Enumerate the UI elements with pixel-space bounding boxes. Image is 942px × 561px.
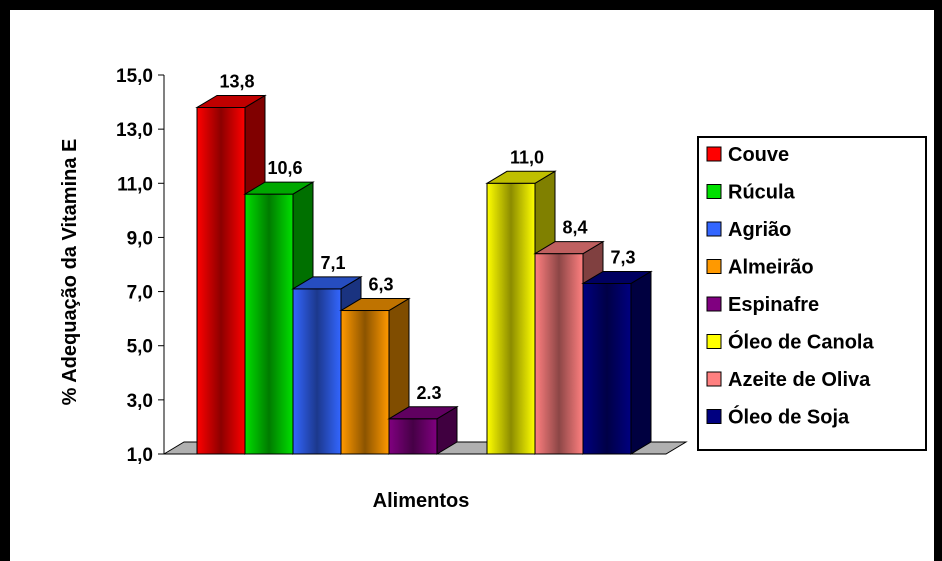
bar-top xyxy=(533,241,605,255)
bar-top xyxy=(291,276,363,290)
bar-top xyxy=(581,270,653,284)
y-tick-label: 3,0 xyxy=(127,391,153,412)
legend: Couve Rúcula Agrião Almeirão Espinafre Óleo d… xyxy=(697,136,927,451)
data-label: 10,6 xyxy=(267,158,302,178)
x-axis-label: Alimentos xyxy=(373,490,470,512)
legend-swatch xyxy=(706,259,722,274)
legend-swatch xyxy=(706,409,722,424)
bar-front xyxy=(486,182,536,455)
bar-top xyxy=(195,94,267,108)
y-tick-label: 11,0 xyxy=(117,174,153,195)
y-tick-label: 13,0 xyxy=(116,120,153,141)
bar-top xyxy=(387,406,459,420)
legend-swatch xyxy=(706,184,722,199)
legend-label: Rúcula xyxy=(728,182,796,204)
legend-item: Almeirão xyxy=(706,257,814,279)
y-tick-label: 5,0 xyxy=(127,337,153,358)
data-label: 7,1 xyxy=(320,253,345,273)
y-tick-label: 7,0 xyxy=(127,283,153,304)
legend-label: Óleo de Soja xyxy=(728,405,850,429)
legend-swatch xyxy=(706,146,722,162)
bar-top xyxy=(243,181,315,195)
bar-top xyxy=(485,170,557,184)
data-label: 6,3 xyxy=(368,275,393,295)
bar-front xyxy=(292,288,342,455)
legend-label: Espinafre xyxy=(728,294,819,316)
legend-swatch xyxy=(706,334,722,349)
bar-top xyxy=(339,298,411,312)
bar-side xyxy=(630,270,652,455)
legend-item: Azeite de Oliva xyxy=(706,369,871,391)
legend-swatch xyxy=(706,371,722,387)
bar-espinafre xyxy=(387,405,459,455)
legend-item: Rúcula xyxy=(706,182,796,204)
legend-label: Agrião xyxy=(728,219,791,241)
data-labels: 13,8 10,6 7,1 6,3 2.3 11,0 8,4 7,3 xyxy=(219,71,635,402)
legend-swatch xyxy=(706,296,722,312)
legend-item: Couve xyxy=(706,144,789,166)
bar-front xyxy=(582,282,632,455)
y-tick-label: 1,0 xyxy=(127,445,153,466)
legend-swatch xyxy=(706,221,722,237)
bar-front xyxy=(388,418,438,455)
bar-front xyxy=(196,106,246,455)
legend-label: Óleo de Canola xyxy=(728,330,874,354)
y-tick-label: 9,0 xyxy=(127,228,153,249)
legend-item: Óleo de Soja xyxy=(706,405,850,429)
data-label: 11,0 xyxy=(510,147,544,167)
legend-item: Agrião xyxy=(706,219,791,241)
legend-box xyxy=(697,136,927,451)
legend-label: Azeite de Oliva xyxy=(728,369,871,391)
bar-front xyxy=(244,193,294,455)
legend-item: Óleo de Canola xyxy=(706,330,874,354)
legend-label: Almeirão xyxy=(728,257,814,279)
legend-item: Espinafre xyxy=(706,294,819,316)
bars xyxy=(195,94,653,455)
bar-front xyxy=(340,310,390,455)
data-label: 8,4 xyxy=(562,218,587,238)
bar-front xyxy=(534,253,584,455)
data-label: 7,3 xyxy=(610,247,635,267)
bar--leo-de-soja xyxy=(581,270,653,455)
y-tick-label: 15,0 xyxy=(116,66,153,87)
legend-label: Couve xyxy=(728,144,789,166)
data-label: 13,8 xyxy=(219,71,254,91)
data-label: 2.3 xyxy=(416,383,441,403)
y-axis-label: % Adequação da Vitamina E xyxy=(59,139,81,406)
y-axis: 1,0 3,0 5,0 7,0 9,0 11,0 13,0 15,0 xyxy=(116,66,165,466)
